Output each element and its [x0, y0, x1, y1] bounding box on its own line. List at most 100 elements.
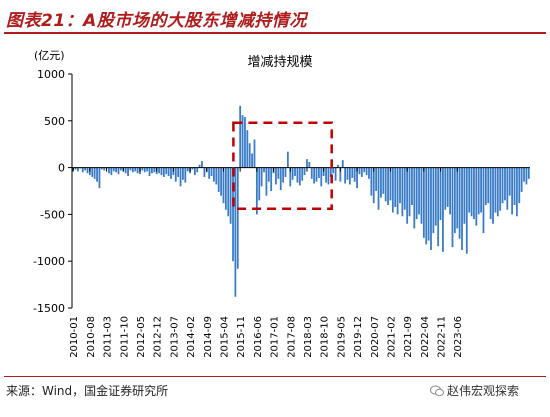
bar	[344, 167, 347, 184]
bar	[184, 167, 187, 183]
bar	[337, 164, 339, 168]
bar	[213, 167, 215, 182]
bar	[146, 167, 149, 172]
bar	[401, 167, 404, 217]
bar	[203, 167, 206, 177]
bar	[260, 167, 263, 187]
bar	[415, 167, 418, 220]
bar	[458, 167, 461, 239]
bar	[341, 160, 344, 168]
bar	[375, 167, 378, 191]
bar	[174, 167, 177, 182]
y-tick-label: -1000	[33, 255, 65, 268]
bar	[508, 167, 511, 196]
bar	[108, 167, 110, 174]
bar	[327, 167, 330, 185]
bar	[504, 167, 506, 201]
watermark: 赵伟宏观探索	[430, 382, 519, 399]
bar	[198, 164, 201, 168]
bar	[279, 167, 282, 191]
bar	[315, 167, 318, 182]
bar	[234, 167, 237, 297]
wechat-icon	[430, 385, 444, 396]
bar	[446, 167, 449, 207]
bar	[136, 167, 139, 174]
bar	[444, 167, 447, 210]
x-tick-label: 2011-10	[119, 316, 130, 358]
bar	[239, 105, 242, 168]
bar	[244, 117, 246, 168]
bar	[527, 167, 530, 179]
bar	[160, 167, 163, 176]
x-tick-label: 2013-07	[169, 316, 180, 358]
bar	[177, 167, 180, 177]
bar	[151, 167, 153, 174]
bar	[425, 167, 428, 245]
bar	[103, 167, 106, 171]
x-tick-label: 2017-08	[286, 316, 297, 358]
bar	[487, 167, 490, 204]
bar	[332, 167, 335, 174]
bar	[227, 167, 230, 217]
bar	[263, 167, 265, 173]
bar	[501, 167, 504, 204]
bar	[129, 167, 132, 171]
bar	[320, 167, 323, 187]
y-tick-label: 1000	[37, 68, 65, 81]
bar	[432, 167, 435, 234]
bar	[449, 167, 451, 215]
x-axis-ticks: 2010-01 2010-08 2011-03 2011-10 2012-05 2012-…	[69, 167, 464, 358]
x-tick-label: 2016-06	[253, 316, 264, 358]
bar	[179, 167, 182, 187]
axes	[71, 74, 530, 308]
bar	[294, 167, 296, 177]
bar	[158, 167, 160, 174]
x-tick-label: 2010-01	[69, 316, 80, 358]
source-note: 来源：Wind，国金证券研究所	[6, 384, 169, 398]
bar	[119, 167, 122, 171]
bar	[93, 167, 96, 179]
bar	[275, 167, 277, 185]
bar	[141, 167, 144, 171]
bar	[98, 167, 101, 189]
bar	[127, 167, 129, 177]
highlight-box	[232, 121, 333, 211]
bar	[301, 167, 304, 181]
bar	[165, 167, 168, 175]
bar	[306, 159, 308, 168]
x-tick-label: 2015-04	[219, 316, 230, 358]
bar	[473, 167, 475, 220]
bar	[377, 167, 380, 210]
y-tick-label: 0	[58, 162, 65, 175]
bar	[182, 167, 184, 180]
x-tick-label: 2018-10	[320, 316, 331, 358]
x-tick-label: 2019-05	[336, 316, 347, 358]
bar	[351, 167, 354, 178]
bar	[468, 167, 471, 213]
bar	[248, 143, 251, 168]
bar	[317, 167, 320, 178]
x-tick-label: 2010-08	[86, 316, 97, 358]
bar	[251, 153, 253, 168]
bar	[286, 151, 289, 168]
x-tick-label: 2012-12	[153, 316, 164, 358]
bar	[296, 167, 299, 183]
bar	[380, 167, 382, 198]
bar	[265, 167, 268, 196]
x-tick-label: 2021-09	[403, 316, 414, 358]
y-axis-unit-label: (亿元)	[34, 49, 65, 62]
bar	[420, 167, 423, 224]
bar	[396, 167, 399, 215]
bar	[506, 167, 509, 210]
bar	[153, 167, 156, 173]
bar	[246, 130, 249, 168]
x-tick-label: 2012-05	[136, 316, 147, 358]
bar	[284, 167, 287, 177]
bar	[494, 167, 497, 213]
figure-title: 图表21：A股市场的大股东增减持情况	[6, 11, 307, 31]
bar	[222, 167, 225, 204]
bar	[77, 167, 79, 172]
bar	[515, 167, 518, 217]
y-tick-label: 500	[44, 115, 65, 128]
bar	[363, 167, 366, 173]
